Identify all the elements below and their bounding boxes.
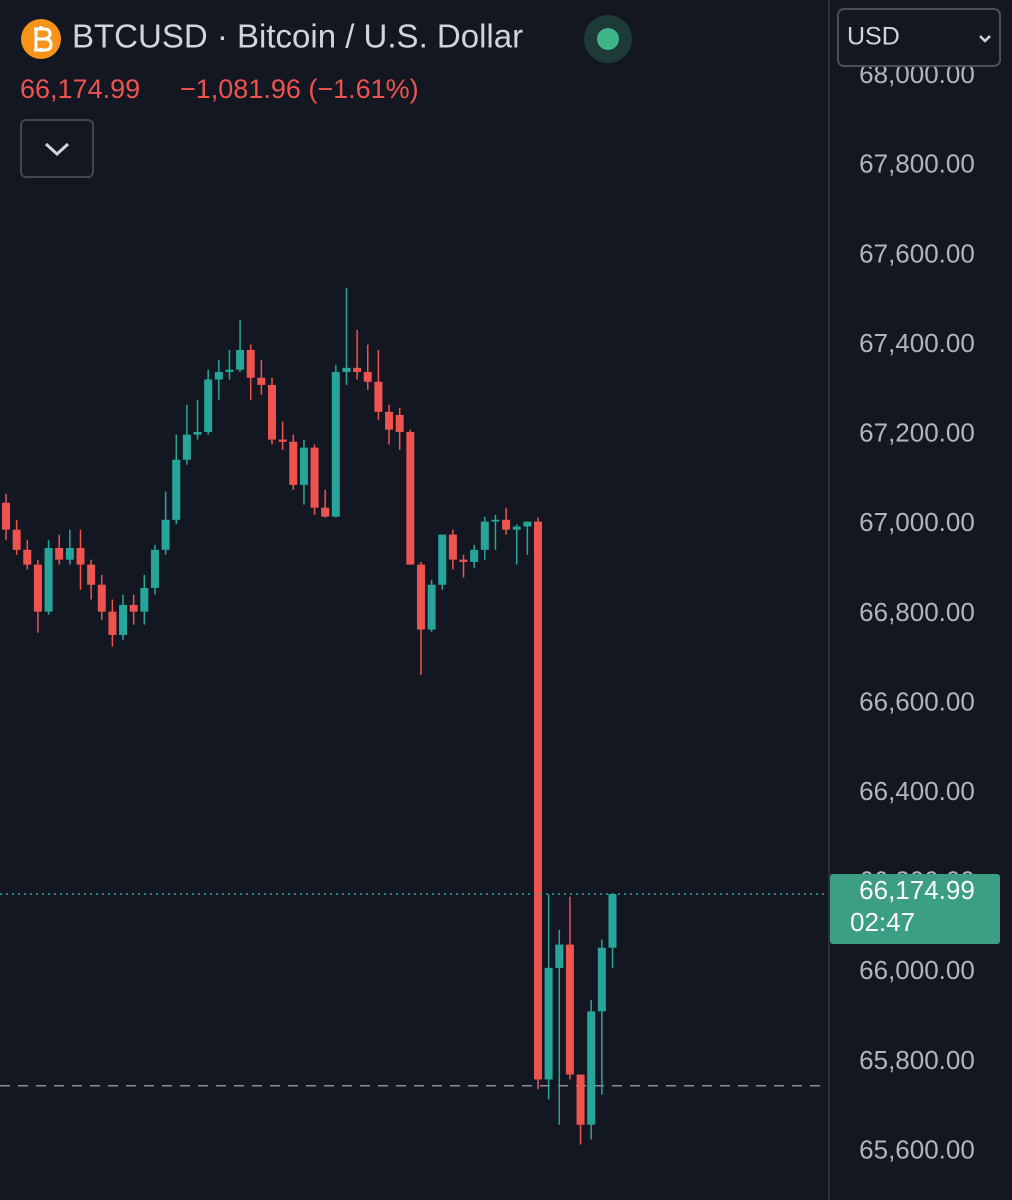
candle-body xyxy=(310,447,319,508)
candle-body xyxy=(470,549,479,562)
candle-body xyxy=(544,967,553,1080)
y-tick-label: 66,800.00 xyxy=(859,597,975,627)
y-tick-label: 67,200.00 xyxy=(859,418,975,448)
candle-body xyxy=(23,549,32,565)
y-tick-label: 67,600.00 xyxy=(859,238,975,268)
candle-body xyxy=(502,519,511,530)
candle-body xyxy=(565,944,574,1075)
candle-body xyxy=(608,893,617,948)
candle-body xyxy=(342,367,351,372)
candle-body xyxy=(427,584,436,630)
price: 66,174.99 xyxy=(20,74,140,104)
candle-body xyxy=(172,459,181,520)
candle-body xyxy=(2,502,10,530)
y-tick-label: 67,800.00 xyxy=(859,149,975,179)
selector-label: USD xyxy=(847,23,900,51)
countdown: 02:47 xyxy=(850,907,915,937)
candle-body xyxy=(140,587,149,612)
selector-frame[interactable] xyxy=(837,8,1001,67)
candle-body xyxy=(438,534,447,585)
plot-area xyxy=(0,287,828,1145)
candle-body xyxy=(225,369,234,372)
y-tick-label: 65,800.00 xyxy=(859,1045,975,1075)
currency-selector[interactable]: USD xyxy=(837,8,1001,67)
y-tick-label: 66,600.00 xyxy=(859,686,975,716)
candle-body xyxy=(363,371,372,382)
candle-body xyxy=(193,431,202,435)
candle-body xyxy=(55,548,64,560)
candle-body xyxy=(12,529,21,550)
last-price-label: 66,174.99 xyxy=(859,875,975,905)
candle-body xyxy=(257,377,266,385)
button-frame[interactable] xyxy=(20,119,94,178)
status-dot xyxy=(597,28,619,50)
candle-body xyxy=(76,548,85,565)
candle-body xyxy=(534,521,542,1080)
candle-body xyxy=(331,371,340,517)
y-tick-label: 65,600.00 xyxy=(859,1134,975,1164)
y-tick-label: 67,400.00 xyxy=(859,328,975,358)
candle-body xyxy=(129,604,138,612)
candle-body xyxy=(87,564,96,585)
candle-body xyxy=(108,611,117,635)
candle-body xyxy=(97,584,106,612)
candle-body xyxy=(555,944,564,968)
price-axis: 65,600.0065,800.0066,000.0066,200.0066,4… xyxy=(859,59,975,1164)
candle-body xyxy=(268,384,276,440)
last-price-box xyxy=(830,873,1000,944)
selector-chevron xyxy=(979,35,991,43)
candle-body xyxy=(480,521,489,550)
collapse-button[interactable] xyxy=(20,119,94,178)
chart-title: BTCUSD · Bitcoin / U.S. Dollar xyxy=(72,18,523,55)
candle-body xyxy=(236,349,245,370)
candle-body xyxy=(214,371,223,380)
candle-body xyxy=(65,548,74,560)
y-tick-label: 66,400.00 xyxy=(859,776,975,806)
candle-body xyxy=(406,431,415,565)
candle-body xyxy=(459,559,468,562)
chevron xyxy=(44,142,70,157)
candle-body xyxy=(246,349,255,378)
candle-body xyxy=(491,519,500,522)
candle-body xyxy=(576,1074,585,1125)
candle-body xyxy=(512,526,521,530)
y-tick-label: 66,000.00 xyxy=(859,955,975,985)
candle-body xyxy=(182,434,191,460)
candle-body xyxy=(33,564,42,612)
candle-body xyxy=(523,521,532,527)
y-tick-label: 67,000.00 xyxy=(859,507,975,537)
candle-body xyxy=(353,367,362,372)
candle-body xyxy=(416,564,425,630)
candle-body xyxy=(448,534,457,560)
candle-body xyxy=(385,411,394,430)
candle-body xyxy=(321,507,330,517)
candle-body xyxy=(204,379,213,432)
candle-body xyxy=(119,604,128,635)
candle-body xyxy=(299,447,308,485)
candle-body xyxy=(150,549,159,588)
bitcoin-glyph xyxy=(34,26,53,52)
candle-body xyxy=(278,439,287,442)
candle-body xyxy=(587,1011,596,1125)
candle-body xyxy=(597,947,606,1012)
change: −1,081.96 (−1.61%) xyxy=(180,74,419,104)
candle-body xyxy=(289,441,298,485)
candle-body xyxy=(161,519,170,550)
candle-body xyxy=(395,414,404,432)
candle-body xyxy=(374,381,383,412)
candle-body xyxy=(44,548,53,612)
